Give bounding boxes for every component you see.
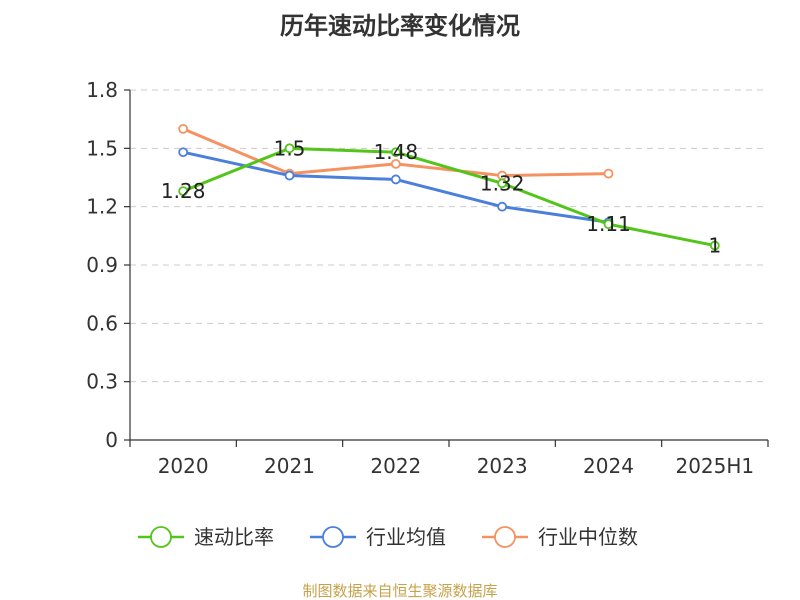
data-point[interactable]: [390, 158, 401, 169]
data-label: 1: [708, 234, 721, 258]
series-layer: [178, 123, 720, 251]
grid: [130, 89, 768, 383]
series-速动比率: [178, 143, 720, 251]
data-point[interactable]: [709, 240, 720, 251]
legend-item[interactable]: 行业中位数: [482, 525, 638, 549]
y-tick-label: 0.9: [86, 253, 118, 277]
data-label: 1.32: [480, 171, 525, 195]
legend-item[interactable]: 行业均值: [310, 525, 446, 549]
legend-label: 速动比率: [194, 525, 274, 549]
x-tick-label: 2021: [264, 454, 315, 478]
data-point[interactable]: [178, 123, 189, 134]
legend-label: 行业中位数: [538, 525, 638, 549]
data-point[interactable]: [390, 174, 401, 185]
data-point[interactable]: [603, 219, 614, 230]
legend: 速动比率 行业均值 行业中位数: [138, 525, 638, 549]
data-point[interactable]: [284, 170, 295, 181]
x-tick-label: 2022: [370, 454, 421, 478]
chart-title: 历年速动比率变化情况: [280, 12, 520, 40]
source-note: 制图数据来自恒生聚源数据库: [302, 582, 497, 600]
data-label: 1.11: [586, 212, 631, 236]
x-tick-label: 2020: [158, 454, 209, 478]
data-point[interactable]: [390, 147, 401, 158]
y-tick-label: 0: [105, 428, 118, 452]
legend-label: 行业均值: [366, 525, 446, 549]
data-label: 1.5: [274, 136, 306, 160]
data-point[interactable]: [603, 168, 614, 179]
x-tick-label: 2024: [583, 454, 634, 478]
data-labels: 1.28 1.5 1.48 1.32 1.11 1: [161, 136, 721, 257]
y-tick-label: 1.5: [86, 136, 118, 160]
data-label: 1.48: [374, 140, 419, 164]
data-point[interactable]: [178, 186, 189, 197]
legend-swatch-marker: [150, 526, 172, 548]
y-tick-label: 0.6: [86, 311, 118, 335]
data-label: 1.28: [161, 179, 206, 203]
data-point[interactable]: [497, 201, 508, 212]
y-tick-label: 1.2: [86, 195, 118, 219]
y-tick-label: 1.8: [86, 78, 118, 102]
data-point[interactable]: [497, 178, 508, 189]
x-tick-label: 2023: [477, 454, 528, 478]
series-line: [182, 146, 716, 248]
legend-swatch-marker: [322, 526, 344, 548]
axes: 0 0.3 0.6 0.9 1.2 1.5 1.8 2020 2021 2022 2023 2024 2…: [86, 78, 769, 478]
y-tick-label: 0.3: [86, 370, 118, 394]
legend-swatch-marker: [494, 526, 516, 548]
data-point[interactable]: [178, 147, 189, 158]
data-point[interactable]: [284, 143, 295, 154]
x-tick-label: 2025H1: [675, 454, 754, 478]
legend-item[interactable]: 速动比率: [138, 525, 274, 549]
